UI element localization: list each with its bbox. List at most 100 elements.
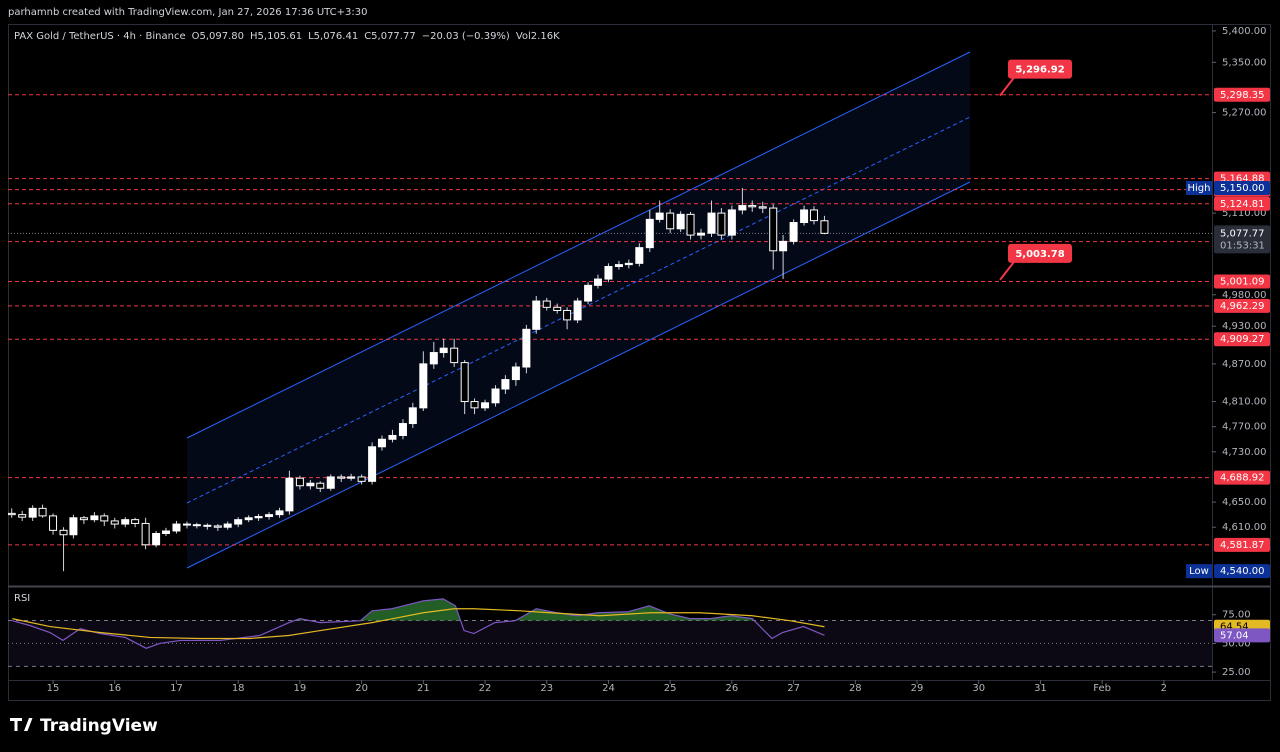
legend-item: C5,077.77: [364, 31, 416, 42]
axes: 5,400.00 5,350.00 5,270.00 5,110.00 4,980.00…: [47, 26, 1270, 694]
y-tick-label: 5,270.00: [1222, 108, 1267, 119]
candle-body: [38, 507, 47, 517]
candle-body: [49, 515, 58, 531]
candle-body: [481, 402, 490, 409]
candle-body: [820, 220, 829, 234]
legend-item: H5,105.61: [250, 31, 302, 42]
x-tick-label: 17: [170, 683, 183, 694]
candle-body: [161, 530, 170, 534]
candle-body: [470, 401, 479, 409]
candle-body: [368, 446, 377, 482]
y-tick-label: 50.00: [1222, 638, 1251, 649]
x-tick-label: 19: [294, 683, 307, 694]
candle-body: [213, 525, 222, 528]
candle-body: [450, 347, 459, 364]
y-tick-label: 4,930.00: [1222, 321, 1267, 332]
x-tick-label: 22: [479, 683, 492, 694]
candle-body: [666, 212, 675, 230]
candle-body: [491, 388, 500, 404]
x-tick-label: 27: [787, 683, 800, 694]
candle-body: [727, 209, 736, 236]
price-line-label-bg: [1214, 332, 1270, 347]
candle-body: [316, 482, 325, 489]
candle-body: [593, 278, 602, 286]
marker-value-bg: [1214, 180, 1270, 195]
candle-body: [460, 362, 469, 403]
x-tick-label: Feb: [1093, 683, 1111, 694]
candle-body: [419, 363, 428, 409]
last-value-bg: [1214, 628, 1270, 643]
marker-tag: High: [1188, 183, 1211, 194]
marker-value: 4,540.00: [1220, 566, 1265, 577]
candle-body: [408, 407, 417, 425]
candle-body: [563, 309, 572, 321]
candle-body: [203, 524, 212, 527]
x-tick-label: 25: [664, 683, 677, 694]
callout-label: 5,296.92: [1015, 65, 1064, 76]
callout-label: 5,003.78: [1015, 249, 1064, 260]
y-tick-label: 4,980.00: [1222, 290, 1267, 301]
price-line-label: 5,124.81: [1220, 199, 1265, 210]
candle-body: [59, 529, 68, 536]
candle-body: [337, 476, 346, 479]
x-tick-label: 21: [417, 683, 430, 694]
candle-body: [800, 209, 809, 224]
y-tick-label: 5,110.00: [1222, 208, 1267, 219]
candle-body: [635, 247, 644, 264]
y-tick-label: 25.00: [1222, 667, 1251, 678]
candle-body: [265, 514, 274, 518]
x-tick-label: 2: [1161, 683, 1167, 694]
x-tick-label: 16: [108, 683, 121, 694]
callout-box: [1008, 243, 1072, 263]
price-line-label-bg: [1214, 298, 1270, 313]
logo-mark: [10, 718, 33, 731]
marker-value-bg: [1214, 564, 1270, 579]
candle-body: [326, 476, 335, 489]
candle-body: [172, 523, 181, 532]
last-value-label: 57.04: [1220, 630, 1249, 641]
legend-item: O5,097.80: [192, 31, 244, 42]
y-tick-label: 4,810.00: [1222, 397, 1267, 408]
candle-body: [244, 517, 253, 521]
callout-arrow: [999, 77, 1015, 97]
x-tick-label: 23: [540, 683, 553, 694]
marker-tag-bg: [1186, 564, 1212, 579]
callout-box: [1008, 59, 1072, 79]
x-tick-label: 20: [355, 683, 368, 694]
candle-body: [254, 516, 263, 519]
callout-arrow: [999, 261, 1015, 281]
candle-body: [90, 515, 99, 521]
candle-body: [131, 519, 140, 524]
brand-logo: TradingView: [10, 716, 158, 736]
candle-body: [676, 213, 685, 230]
price-line-label-bg: [1214, 537, 1270, 552]
candle-body: [686, 213, 695, 236]
candle-body: [121, 519, 130, 525]
candle-body: [18, 514, 27, 518]
candle-body: [152, 532, 161, 546]
legend: PAX Gold / TetherUS · 4h · Binance O5,097…: [14, 31, 560, 42]
x-tick-label: 18: [232, 683, 245, 694]
rsi-title: RSI: [14, 593, 30, 604]
candle-body: [758, 206, 767, 209]
candle-body: [79, 517, 88, 521]
legend-item: −20.03 (−0.39%): [422, 31, 510, 42]
candle-body: [542, 300, 551, 308]
candle-body: [439, 347, 448, 354]
y-tick-label: 4,730.00: [1222, 447, 1267, 458]
candle-body: [511, 366, 520, 381]
candle-body: [809, 209, 818, 222]
x-tick-label: 28: [849, 683, 862, 694]
y-tick-label: 4,610.00: [1222, 522, 1267, 533]
candle-body: [192, 524, 201, 527]
legend-item: PAX Gold / TetherUS · 4h · Binance: [14, 31, 186, 42]
price-line-label-bg: [1214, 87, 1270, 102]
price-line-label: 4,962.29: [1220, 301, 1265, 312]
brand: TradingView: [40, 716, 158, 736]
candle-body: [306, 482, 315, 487]
candle-body: [738, 205, 747, 211]
candle-body: [748, 205, 757, 208]
legend-item: Vol2.16K: [516, 31, 560, 42]
price-line-label-bg: [1214, 196, 1270, 211]
marker-tag: Low: [1189, 566, 1209, 577]
